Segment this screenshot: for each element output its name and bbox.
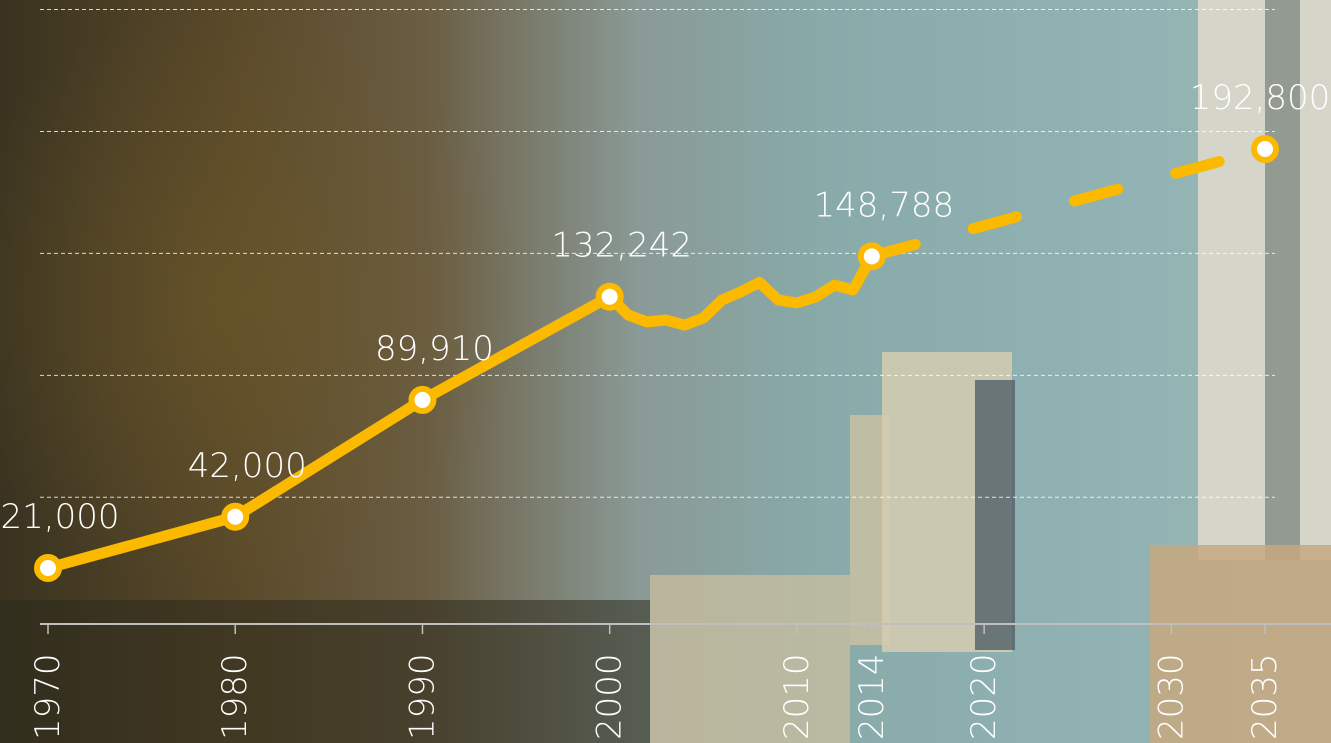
x-tick-label: 2014: [852, 653, 892, 740]
data-label: 89,910: [375, 329, 494, 369]
point-marker: [861, 245, 883, 267]
data-label: 192,800: [1190, 78, 1331, 118]
buildings: [0, 0, 1331, 743]
data-label: 148,788: [814, 185, 955, 225]
x-tick-label: 1990: [402, 653, 442, 740]
x-tick-label: 2000: [590, 653, 630, 740]
point-marker: [224, 506, 246, 528]
point-marker: [37, 557, 59, 579]
chart: 1970 1980 1990 2000 2010 2014 2020 2030 2035 21,0…: [0, 0, 1331, 743]
x-tick-label: 1970: [28, 653, 68, 740]
data-label: 132,242: [551, 226, 692, 266]
point-marker: [411, 389, 433, 411]
x-tick-label: 2035: [1245, 653, 1285, 740]
line: [48, 256, 872, 568]
data-label: 42,000: [188, 446, 307, 486]
point-marker: [1254, 138, 1276, 160]
point-marker: [599, 286, 621, 308]
x-tick-label: 1980: [215, 653, 255, 740]
data-label: 21,000: [1, 497, 120, 537]
x-tick-label: 2020: [964, 653, 1004, 740]
x-tick-label: 2010: [777, 653, 817, 740]
x-tick-label: 2030: [1151, 653, 1191, 740]
